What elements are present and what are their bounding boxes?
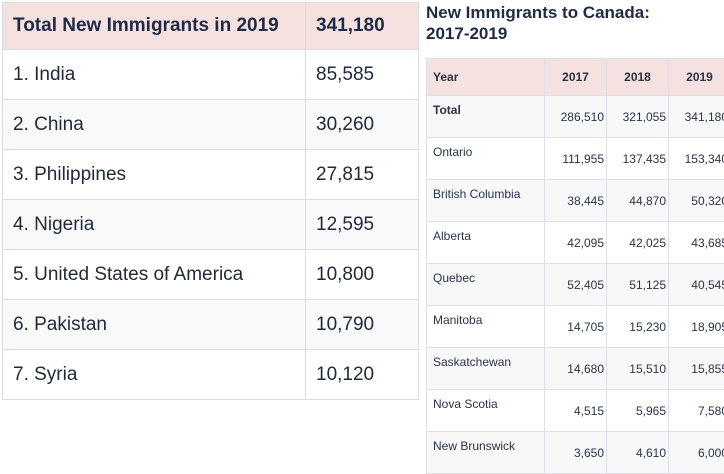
value-2017: 14,680 [545,348,607,390]
value-2019: 341,180 [669,96,724,138]
header-total-value: 341,180 [306,3,419,50]
value-2018: 15,230 [607,306,669,348]
value-2018: 321,055 [607,96,669,138]
value-2019: 7,580 [669,390,724,432]
value-2018: 51,125 [607,264,669,306]
title-line-2: 2017-2019 [426,24,507,43]
value-2018: 4,610 [607,432,669,474]
province-name: Quebec [427,264,545,306]
value-2018: 44,870 [607,180,669,222]
value-2017: 42,095 [545,222,607,264]
year-2019-header: 2019 [669,59,724,96]
country-name: 2. China [3,100,306,150]
table-row: 4. Nigeria 12,595 [3,200,419,250]
header-label: Total New Immigrants in 2019 [3,3,306,50]
year-2018-header: 2018 [607,59,669,96]
value-2018: 137,435 [607,138,669,180]
provinces-header-row: Year 2017 2018 2019 [427,59,724,96]
value-2017: 52,405 [545,264,607,306]
value-2017: 38,445 [545,180,607,222]
country-name: 3. Philippines [3,150,306,200]
title-line-1: New Immigrants to Canada: [426,3,650,22]
value-2019: 6,000 [669,432,724,474]
value-2019: 40,545 [669,264,724,306]
table-header-row: Total New Immigrants in 2019 341,180 [3,3,419,50]
province-name: British Columbia [427,180,545,222]
table-row: 6. Pakistan 10,790 [3,300,419,350]
country-name: 1. India [3,50,306,100]
value-2018: 5,965 [607,390,669,432]
country-name: 4. Nigeria [3,200,306,250]
province-name: Ontario [427,138,545,180]
country-name: 7. Syria [3,350,306,400]
table-row: 2. China 30,260 [3,100,419,150]
value-2018: 42,025 [607,222,669,264]
provinces-table-title: New Immigrants to Canada: 2017-2019 [426,2,724,44]
value-2019: 15,855 [669,348,724,390]
province-name: Alberta [427,222,545,264]
year-header: Year [427,59,545,96]
province-name: Manitoba [427,306,545,348]
value-2019: 50,320 [669,180,724,222]
table-row: 1. India 85,585 [3,50,419,100]
country-value: 10,790 [306,300,419,350]
country-name: 6. Pakistan [3,300,306,350]
value-2018: 15,510 [607,348,669,390]
value-2019: 153,340 [669,138,724,180]
year-2017-header: 2017 [545,59,607,96]
country-value: 10,800 [306,250,419,300]
province-name: Nova Scotia [427,390,545,432]
value-2017: 111,955 [545,138,607,180]
country-value: 12,595 [306,200,419,250]
top-countries-table: Total New Immigrants in 2019 341,180 1. … [2,2,419,400]
value-2017: 14,705 [545,306,607,348]
province-name: Saskatchewan [427,348,545,390]
value-2019: 18,905 [669,306,724,348]
value-2017: 286,510 [545,96,607,138]
province-name: Total [427,96,545,138]
country-name: 5. United States of America [3,250,306,300]
country-value: 10,120 [306,350,419,400]
value-2017: 4,515 [545,390,607,432]
country-value: 27,815 [306,150,419,200]
table-row: 3. Philippines 27,815 [3,150,419,200]
province-name: New Brunswick [427,432,545,474]
country-value: 85,585 [306,50,419,100]
country-value: 30,260 [306,100,419,150]
table-row: 5. United States of America 10,800 [3,250,419,300]
value-2017: 3,650 [545,432,607,474]
table-row: 7. Syria 10,120 [3,350,419,400]
value-2019: 43,685 [669,222,724,264]
